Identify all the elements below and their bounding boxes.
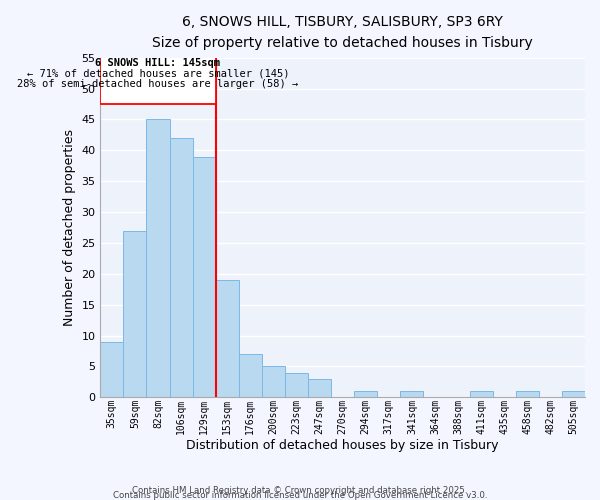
FancyBboxPatch shape [100, 56, 215, 104]
Bar [170, 138, 193, 398]
Bar [262, 366, 285, 398]
Bar [354, 391, 377, 398]
Text: ← 71% of detached houses are smaller (145): ← 71% of detached houses are smaller (14… [27, 69, 289, 79]
Bar [193, 156, 215, 398]
Text: 28% of semi-detached houses are larger (58) →: 28% of semi-detached houses are larger (… [17, 80, 299, 90]
Bar [562, 391, 585, 398]
Bar [215, 280, 239, 398]
Bar [308, 379, 331, 398]
Bar [285, 372, 308, 398]
Text: Contains public sector information licensed under the Open Government Licence v3: Contains public sector information licen… [113, 490, 487, 500]
Title: 6, SNOWS HILL, TISBURY, SALISBURY, SP3 6RY
Size of property relative to detached: 6, SNOWS HILL, TISBURY, SALISBURY, SP3 6… [152, 15, 533, 50]
Y-axis label: Number of detached properties: Number of detached properties [63, 129, 76, 326]
Bar [470, 391, 493, 398]
Bar [239, 354, 262, 398]
Bar [400, 391, 424, 398]
X-axis label: Distribution of detached houses by size in Tisbury: Distribution of detached houses by size … [187, 440, 499, 452]
Text: Contains HM Land Registry data © Crown copyright and database right 2025.: Contains HM Land Registry data © Crown c… [132, 486, 468, 495]
Bar [124, 230, 146, 398]
Bar [516, 391, 539, 398]
Text: 6 SNOWS HILL: 145sqm: 6 SNOWS HILL: 145sqm [95, 58, 220, 68]
Bar [146, 120, 170, 398]
Bar [100, 342, 124, 398]
